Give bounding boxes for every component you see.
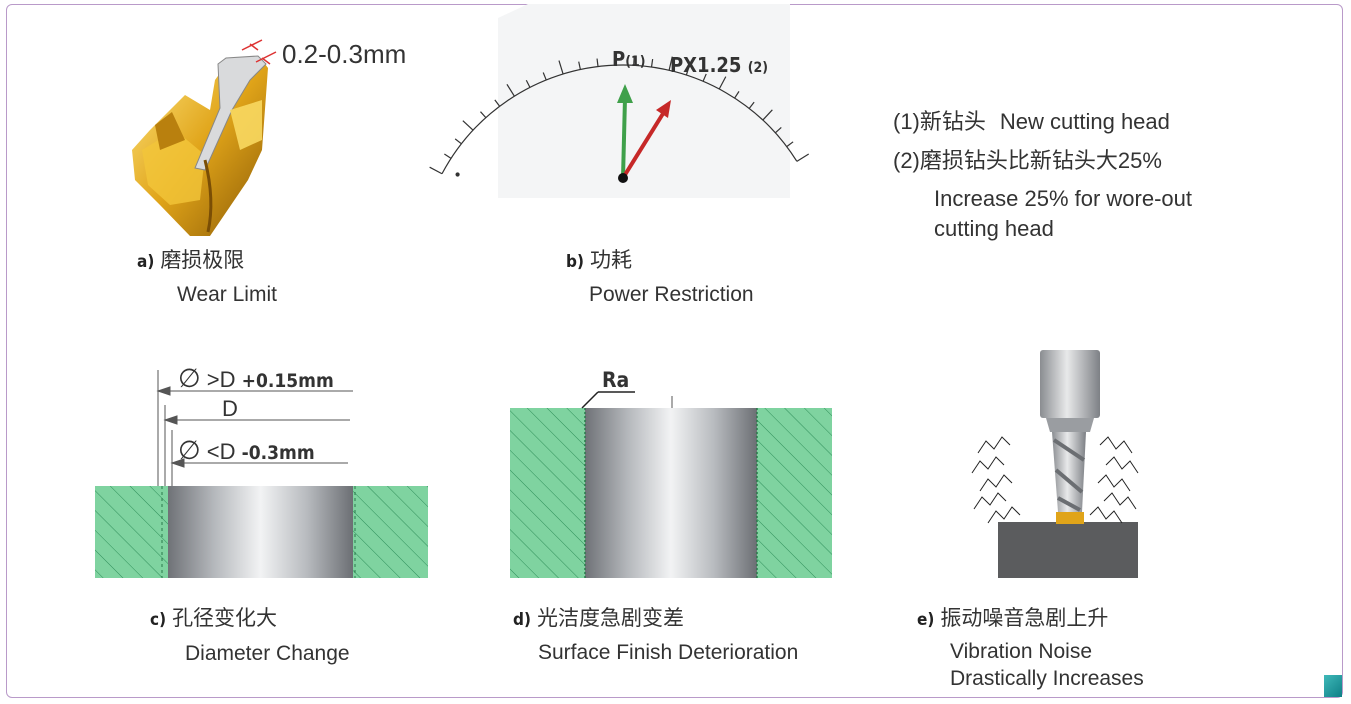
gauge-card: [498, 4, 790, 198]
tag-a: a): [137, 252, 155, 272]
gauge-tick: [702, 73, 707, 82]
label-d-en: Surface Finish Deterioration: [538, 641, 799, 664]
note-line1: (1)新钻头 New cutting head: [893, 107, 1170, 137]
px-sup: (2): [747, 60, 769, 76]
note-line3: Increase 25% for wore-out: [934, 186, 1193, 211]
label-c-en: Diameter Change: [185, 642, 350, 665]
dim-oversize-val: +0.15mm: [241, 370, 334, 392]
tag-e: e): [917, 610, 935, 630]
gauge-tick: [668, 56, 673, 71]
vibration-zigzag: [973, 492, 1007, 510]
dim-undersize-text: <D: [206, 439, 236, 464]
gauge-tick: [796, 153, 810, 162]
label-e: e) 振动噪音急剧上升: [917, 606, 1108, 633]
vibration-zigzag: [1099, 436, 1133, 454]
vibration-zigzag: [1097, 474, 1131, 492]
label-e-en2: Drastically Increases: [950, 667, 1144, 690]
vibration-lines: [971, 436, 1139, 524]
cutting-head-illustration: [132, 55, 268, 236]
vibration-zigzag: [1103, 492, 1137, 510]
vibration-zigzag: [987, 506, 1021, 524]
hole-cross-section-c: [95, 486, 428, 578]
vibration-zigzag: [977, 436, 1011, 454]
p-main: P: [612, 47, 626, 71]
vibration-zigzag: [1089, 506, 1123, 524]
gauge-tick: [685, 67, 690, 76]
label-c: c) 孔径变化大: [150, 606, 277, 633]
label-a: a) 磨损极限: [137, 248, 244, 275]
gauge-tick: [734, 91, 740, 99]
gauge-tick: [542, 72, 547, 81]
power-gauge: [429, 51, 810, 177]
dim-oversize: ∅ >D +0.15mm: [178, 365, 334, 394]
label-d: d) 光洁度急剧变差: [513, 606, 684, 633]
hole-cross-section-d: [510, 396, 832, 578]
gauge-tick: [494, 99, 501, 107]
vibration-zigzag: [979, 474, 1013, 492]
dim-undersize-sym: ∅: [178, 435, 201, 465]
dim-undersize: ∅ <D -0.3mm: [178, 437, 315, 466]
corner-accent: [1324, 675, 1342, 697]
gauge-tick: [558, 60, 564, 75]
green-needle: [617, 84, 633, 179]
wear-measure: 0.2-0.3mm: [282, 39, 407, 69]
vibration-zigzag: [1105, 456, 1139, 474]
gauge-tick: [578, 61, 581, 70]
label-b: b) 功耗: [566, 248, 632, 275]
label-b-cn: 功耗: [589, 249, 632, 272]
gauge-tick: [596, 58, 599, 67]
gauge-tick: [444, 153, 452, 159]
p-label: P(1): [612, 46, 645, 75]
gauge-tick: [462, 120, 474, 131]
gauge-tick: [718, 76, 727, 90]
dim-undersize-val: -0.3mm: [241, 442, 315, 464]
label-b-en: Power Restriction: [589, 283, 754, 306]
dimension-lines-c: [156, 370, 353, 486]
gauge-arc: [441, 64, 798, 175]
gauge-tick: [429, 166, 443, 175]
tag-d: d): [513, 610, 531, 630]
wear-limit-dimension-marks: [241, 39, 277, 65]
gauge-tick: [454, 138, 462, 145]
label-e-en1: Vibration Noise: [950, 640, 1093, 663]
label-a-cn: 磨损极限: [160, 249, 245, 272]
gauge-tick: [506, 83, 515, 97]
gauge-tick: [786, 141, 794, 148]
red-needle: [621, 100, 671, 180]
label-e-cn: 振动噪音急剧上升: [940, 607, 1109, 630]
note-line1-cn: (1)新钻头: [893, 109, 986, 134]
gauge-dot: [455, 172, 460, 177]
gauge-tick: [748, 101, 755, 109]
dim-oversize-sym: ∅: [178, 363, 201, 393]
label-a-en: Wear Limit: [177, 283, 277, 306]
ra-leader: [581, 391, 635, 409]
note-line1-en: New cutting head: [999, 109, 1170, 134]
gauge-tick: [525, 79, 531, 88]
gauge-tick: [762, 109, 773, 121]
dim-nominal: D: [222, 396, 238, 421]
tag-b: b): [566, 252, 584, 272]
gauge-tick: [774, 127, 782, 134]
gauge-tick: [480, 111, 487, 119]
px-main: PX1.25: [670, 53, 742, 77]
gauge-tick: [650, 58, 654, 68]
note-line4: cutting head: [934, 216, 1054, 241]
label-c-cn: 孔径变化大: [172, 607, 278, 630]
note-line2: (2)磨损钻头比新钻头大25%: [893, 148, 1162, 173]
tag-c: c): [150, 610, 167, 630]
ra-label: Ra: [602, 368, 630, 392]
vibrating-drill-illustration: [998, 350, 1138, 578]
dim-oversize-text: >D: [206, 367, 236, 392]
px-label: PX1.25 (2): [670, 52, 768, 81]
vibration-zigzag: [971, 456, 1005, 474]
needle-pivot: [618, 173, 628, 183]
p-sup: (1): [625, 54, 646, 70]
label-d-cn: 光洁度急剧变差: [536, 607, 684, 630]
